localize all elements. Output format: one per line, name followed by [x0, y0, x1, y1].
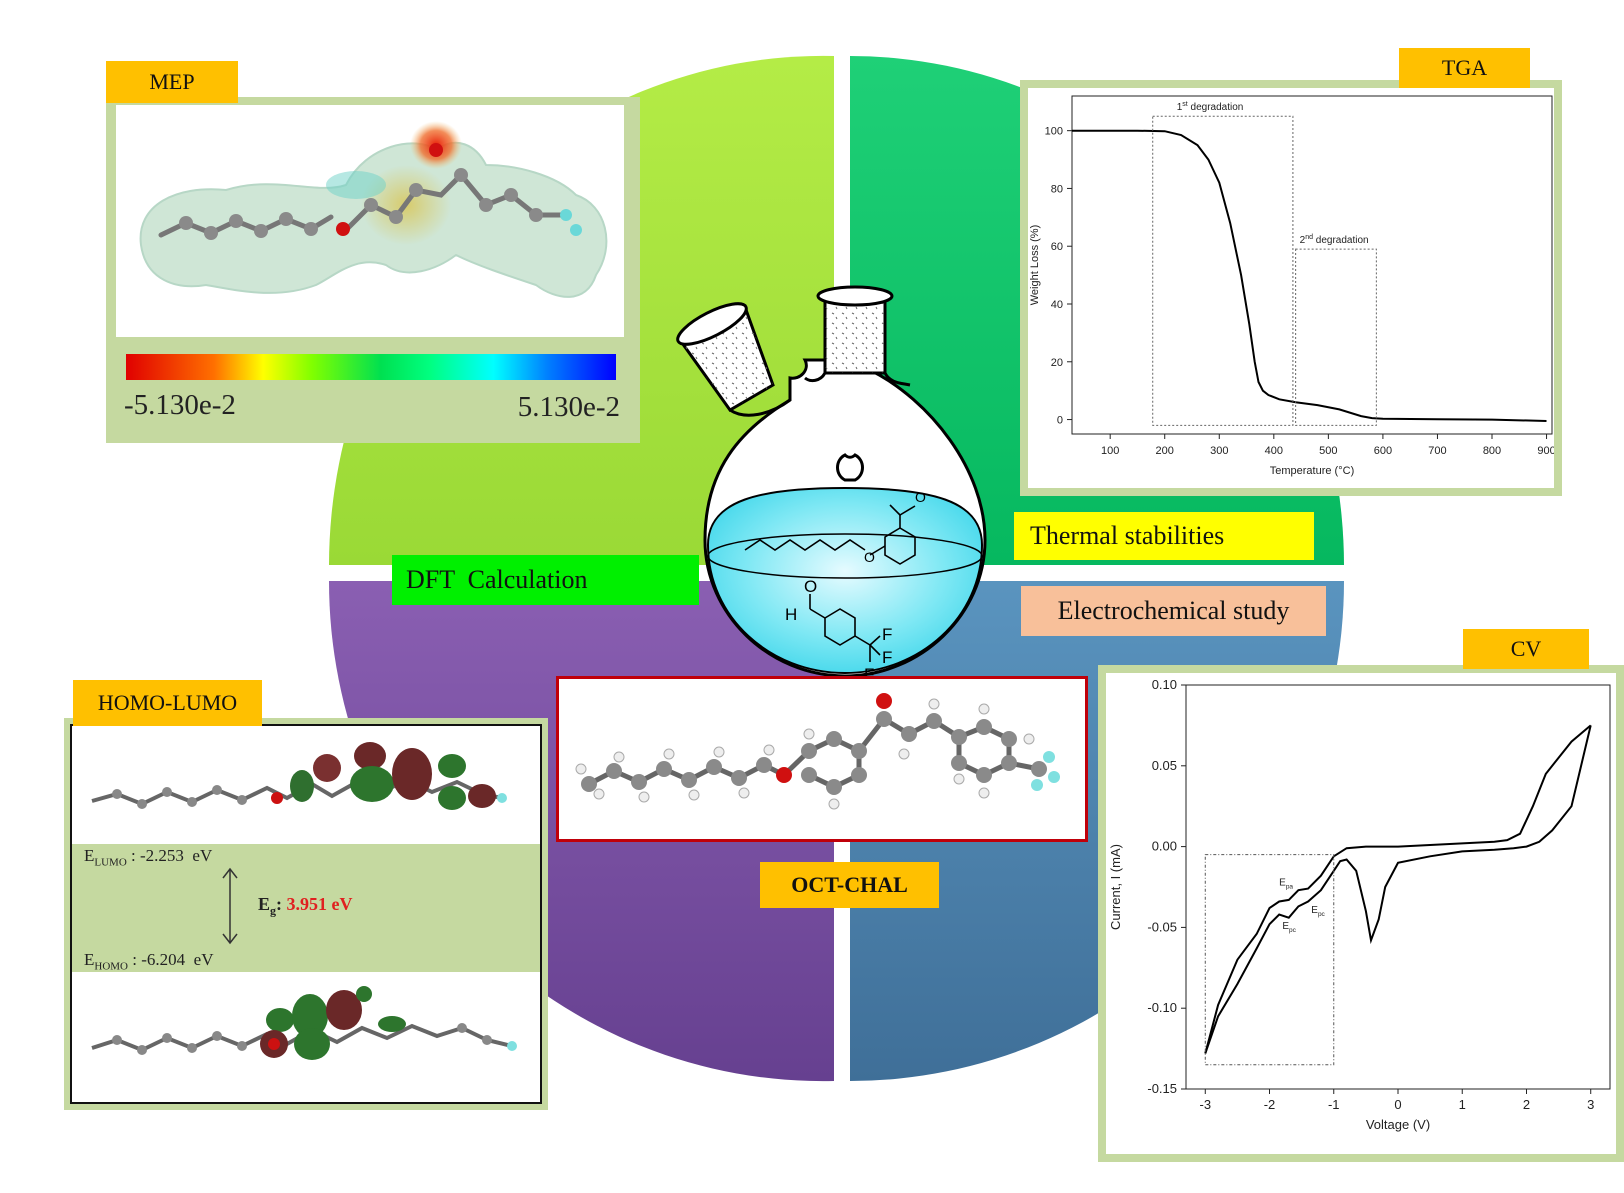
aldehyde-f1-atom: F [882, 625, 892, 644]
y-tick-label: -0.05 [1147, 919, 1177, 934]
mep-scale-max: 5.130e-2 [517, 391, 620, 423]
y-tick-label: -0.15 [1147, 1081, 1177, 1096]
plot-frame [1185, 684, 1611, 1090]
gap-energy: Eg: 3.951 eV [258, 894, 353, 919]
homo-lumo-tag: HOMO-LUMO [73, 680, 262, 726]
homo-label: E [84, 950, 95, 969]
x-tick-label: 1 [1459, 1097, 1466, 1112]
y-tick-label: 60 [1051, 241, 1063, 253]
y-tick-label: 100 [1045, 126, 1063, 138]
y-tick-label: 80 [1051, 183, 1063, 195]
aldehyde-structure [809, 594, 881, 662]
x-tick-label: 200 [1156, 445, 1174, 457]
mep-color-scale [126, 354, 616, 380]
gap-sub: g [270, 903, 277, 918]
plot-frame [1071, 95, 1553, 435]
x-axis-label: Temperature (°C) [1270, 465, 1354, 477]
dft-tag: DFT Calculation [392, 555, 699, 605]
lumo-orbital-image [91, 742, 507, 810]
energy-band: ELUMO : -2.253 eV Eg: 3.951 eV EHOMO : -… [72, 844, 540, 972]
degradation-label: 1st degradation [1177, 101, 1244, 113]
reaction-flask: O O O H F F F [676, 285, 987, 684]
x-tick-label: 300 [1210, 445, 1228, 457]
electrochem-tag: Electrochemical study [1021, 586, 1326, 636]
aldehyde-h-atom: H [785, 605, 797, 624]
x-tick-label: 500 [1319, 445, 1337, 457]
ketone-o-atom: O [864, 549, 875, 565]
homo-lumo-panel: ELUMO : -2.253 eV Eg: 3.951 eV EHOMO : -… [64, 718, 548, 1110]
x-tick-label: 0 [1394, 1097, 1401, 1112]
tga-tag: TGA [1399, 48, 1530, 88]
degradation-box [1295, 248, 1377, 426]
y-axis-label: Weight Loss (%) [1029, 225, 1041, 306]
series-line [1072, 129, 1547, 422]
peak-label: Epc [1311, 905, 1325, 918]
y-tick-label: 40 [1051, 299, 1063, 311]
homo-sub: HOMO [94, 960, 129, 973]
compound-structure-image [575, 693, 1060, 810]
cv-chart: -3 -2 -1 0 1 2 3 0.10 0.05 0.00 -0.05 -0.10 -0.15 Vol… [1108, 677, 1611, 1132]
peak-label: Epa [1279, 877, 1293, 890]
x-tick-label: 100 [1101, 445, 1119, 457]
mep-panel: -5.130e-2 5.130e-2 [106, 97, 640, 443]
compound-tag: OCT-CHAL [760, 862, 939, 908]
x-tick-label: 3 [1587, 1097, 1594, 1112]
cv-region-box [1204, 854, 1335, 1066]
gap-double-arrow-icon [222, 867, 238, 945]
gap-colon: : [276, 894, 287, 914]
series-line [1204, 724, 1592, 1054]
y-tick-label: 0 [1057, 415, 1063, 427]
ketone-structure [744, 504, 916, 565]
lumo-value: : -2.253 eV [126, 846, 213, 865]
x-tick-label: -3 [1199, 1097, 1211, 1112]
ketone-o2-atom: O [915, 489, 926, 505]
aldehyde-o-atom: O [804, 577, 817, 596]
homo-orbital-image [91, 986, 517, 1060]
aldehyde-f2-atom: F [882, 648, 892, 667]
cv-panel: -3 -2 -1 0 1 2 3 0.10 0.05 0.00 -0.05 -0.10 -0.15 Vol… [1098, 665, 1624, 1162]
peak-label: Epc [1282, 921, 1296, 934]
homo-lumo-frame: ELUMO : -2.253 eV Eg: 3.951 eV EHOMO : -… [70, 724, 542, 1104]
x-tick-label: 400 [1265, 445, 1283, 457]
tga-panel: 100 200 300 400 500 600 700 800 900 0 20 40 60 80 100 T… [1020, 80, 1562, 496]
gap-label: E [258, 894, 271, 914]
homo-value: : -6.204 eV [128, 950, 214, 969]
tga-chart: 100 200 300 400 500 600 700 800 900 0 20 40 60 80 100 T… [1029, 95, 1556, 477]
lumo-energy: ELUMO : -2.253 eV [84, 846, 212, 868]
aldehyde-f3-atom: F [864, 665, 874, 684]
flask-left-neck [676, 302, 791, 417]
x-tick-label: 700 [1428, 445, 1446, 457]
mep-tag: MEP [106, 61, 238, 103]
flask-right-neck [804, 285, 911, 387]
lumo-label: E [84, 846, 95, 865]
degradation-label: 2nd degradation [1300, 234, 1369, 246]
mep-surface-image [116, 105, 624, 337]
y-tick-label: 0.00 [1152, 839, 1177, 854]
series-line [1204, 725, 1592, 1054]
x-tick-label: 900 [1537, 445, 1554, 457]
cv-tag: CV [1463, 629, 1589, 669]
x-tick-label: 600 [1374, 445, 1392, 457]
flask-liquid [706, 486, 984, 675]
x-tick-label: 2 [1523, 1097, 1530, 1112]
homo-energy: EHOMO : -6.204 eV [84, 950, 213, 972]
thermal-tag: Thermal stabilities [1014, 512, 1314, 560]
x-axis-label: Voltage (V) [1366, 1117, 1430, 1132]
compound-panel [556, 676, 1088, 842]
y-tick-label: 0.10 [1152, 677, 1177, 692]
x-tick-label: -1 [1328, 1097, 1340, 1112]
x-tick-label: 800 [1483, 445, 1501, 457]
x-tick-label: -2 [1264, 1097, 1276, 1112]
y-tick-label: 0.05 [1152, 758, 1177, 773]
stir-bar [836, 453, 864, 482]
mep-scale-min: -5.130e-2 [124, 389, 236, 421]
degradation-box [1152, 115, 1294, 426]
gap-value: 3.951 eV [286, 894, 353, 914]
mep-molecule-image [139, 121, 608, 298]
y-tick-label: -0.10 [1147, 1000, 1177, 1015]
y-tick-label: 20 [1051, 357, 1063, 369]
y-axis-label: Current, I (mA) [1108, 844, 1123, 930]
lumo-sub: LUMO [94, 856, 127, 869]
